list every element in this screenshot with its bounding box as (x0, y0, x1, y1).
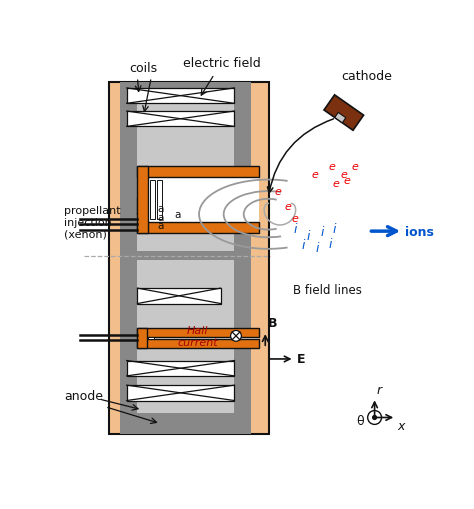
Text: E: E (297, 353, 305, 366)
Circle shape (373, 416, 376, 419)
Text: e: e (284, 202, 291, 212)
Text: B field lines: B field lines (293, 284, 362, 297)
Bar (335, 113, 346, 124)
Bar (137, 222, 259, 233)
Text: x: x (398, 419, 405, 432)
Bar (324, 96, 364, 131)
Text: e: e (274, 187, 281, 196)
Bar (137, 289, 220, 304)
Bar (127, 112, 235, 127)
Bar (137, 104, 234, 251)
Text: i: i (320, 225, 324, 238)
Text: e: e (328, 162, 335, 172)
Bar (120, 82, 251, 104)
Bar (127, 385, 235, 401)
Bar (109, 82, 269, 435)
Bar (127, 89, 235, 104)
Circle shape (231, 331, 241, 342)
Text: a: a (174, 210, 181, 220)
Bar (137, 328, 259, 338)
Text: θ: θ (356, 414, 364, 427)
Text: i: i (293, 222, 297, 235)
Bar (137, 200, 220, 215)
Text: a: a (157, 212, 164, 222)
Text: coils: coils (129, 62, 158, 75)
Bar (137, 340, 259, 349)
Text: B: B (267, 316, 277, 329)
Text: electric field: electric field (183, 58, 261, 70)
Bar (150, 181, 155, 219)
Text: a: a (157, 220, 164, 231)
Bar (146, 338, 259, 340)
Bar (148, 178, 259, 222)
Bar (127, 361, 235, 376)
Text: i: i (316, 241, 319, 254)
Bar (234, 82, 251, 435)
Text: i: i (302, 239, 306, 252)
Bar (137, 261, 234, 413)
Text: e: e (352, 162, 359, 172)
Text: a: a (157, 204, 164, 214)
Text: e: e (333, 179, 339, 189)
Circle shape (368, 411, 382, 425)
Bar (148, 338, 154, 340)
Bar (157, 181, 162, 219)
Text: e: e (344, 175, 350, 185)
Text: Hall
current: Hall current (177, 325, 218, 347)
Bar (137, 167, 148, 233)
Text: anode: anode (64, 390, 103, 403)
Bar (120, 413, 251, 435)
Text: e: e (311, 170, 318, 180)
Text: r: r (376, 383, 381, 396)
Text: e: e (340, 170, 347, 180)
Text: cathode: cathode (341, 70, 392, 82)
Bar (137, 167, 259, 178)
Bar (137, 328, 146, 349)
Text: ions: ions (405, 225, 434, 238)
Text: i: i (328, 238, 332, 250)
Text: i: i (307, 230, 310, 243)
Text: propellant
injection
(xenon): propellant injection (xenon) (64, 206, 121, 239)
Bar (120, 251, 251, 261)
Text: i: i (333, 222, 337, 235)
Bar (120, 82, 137, 435)
Text: e: e (292, 214, 299, 223)
